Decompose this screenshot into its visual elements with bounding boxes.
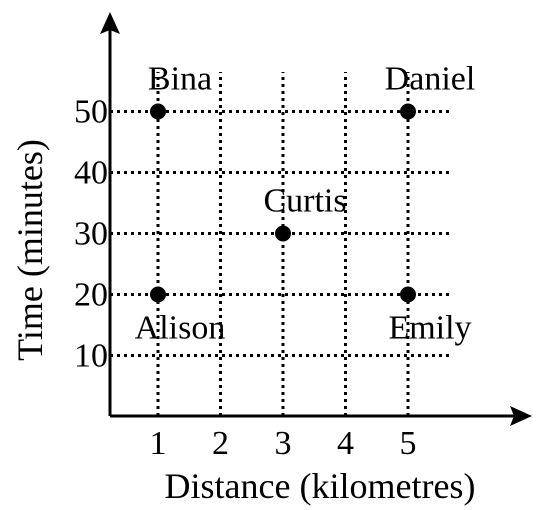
data-point-daniel [400, 103, 416, 120]
x-tick-label: 3 [275, 425, 292, 462]
data-point-bina [150, 103, 166, 120]
y-tick-label: 20 [74, 277, 108, 314]
point-label-alison: Alison [135, 310, 226, 347]
x-tick-label: 1 [150, 425, 167, 462]
x-tick-labels: 1 2 3 4 5 [150, 425, 417, 462]
grid [110, 72, 452, 416]
y-axis-label: Time (minutes) [10, 139, 50, 361]
y-tick-label: 30 [74, 216, 108, 253]
x-tick-label: 4 [337, 425, 354, 462]
data-points [150, 103, 416, 303]
y-tick-labels: 10 20 30 40 50 [74, 94, 108, 375]
x-tick-label: 2 [212, 425, 229, 462]
point-label-emily: Emily [388, 310, 471, 347]
data-point-alison [150, 286, 166, 303]
data-point-curtis [275, 225, 291, 242]
point-label-daniel: Daniel [385, 61, 476, 98]
y-axis-arrow [100, 12, 120, 34]
point-labels: Alison Bina Curtis Daniel Emily [135, 61, 476, 347]
point-label-bina: Bina [148, 61, 212, 98]
x-tick-label: 5 [400, 425, 417, 462]
x-axis-arrow [510, 406, 532, 426]
point-label-curtis: Curtis [263, 183, 346, 220]
y-tick-label: 50 [74, 94, 108, 131]
y-tick-label: 10 [74, 338, 108, 375]
axes [100, 12, 532, 426]
y-tick-label: 40 [74, 155, 108, 192]
data-point-emily [400, 286, 416, 303]
x-axis-label: Distance (kilometres) [165, 466, 476, 506]
